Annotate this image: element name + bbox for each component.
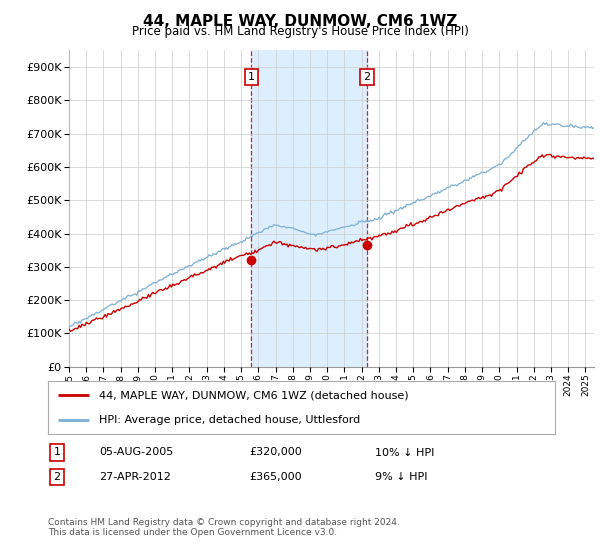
Text: HPI: Average price, detached house, Uttlesford: HPI: Average price, detached house, Uttl… <box>98 414 360 424</box>
Text: 1: 1 <box>53 447 61 458</box>
Text: 1: 1 <box>248 72 255 82</box>
Text: 44, MAPLE WAY, DUNMOW, CM6 1WZ (detached house): 44, MAPLE WAY, DUNMOW, CM6 1WZ (detached… <box>98 390 409 400</box>
Text: 05-AUG-2005: 05-AUG-2005 <box>99 447 173 458</box>
Text: Price paid vs. HM Land Registry's House Price Index (HPI): Price paid vs. HM Land Registry's House … <box>131 25 469 38</box>
Bar <box>251 50 367 367</box>
Text: 44, MAPLE WAY, DUNMOW, CM6 1WZ: 44, MAPLE WAY, DUNMOW, CM6 1WZ <box>143 14 457 29</box>
Text: £320,000: £320,000 <box>249 447 302 458</box>
Text: Contains HM Land Registry data © Crown copyright and database right 2024.
This d: Contains HM Land Registry data © Crown c… <box>48 518 400 538</box>
Text: £365,000: £365,000 <box>249 472 302 482</box>
Text: 2: 2 <box>364 72 371 82</box>
Text: 27-APR-2012: 27-APR-2012 <box>99 472 171 482</box>
Text: 10% ↓ HPI: 10% ↓ HPI <box>375 447 434 458</box>
Text: 9% ↓ HPI: 9% ↓ HPI <box>375 472 427 482</box>
Text: 2: 2 <box>53 472 61 482</box>
